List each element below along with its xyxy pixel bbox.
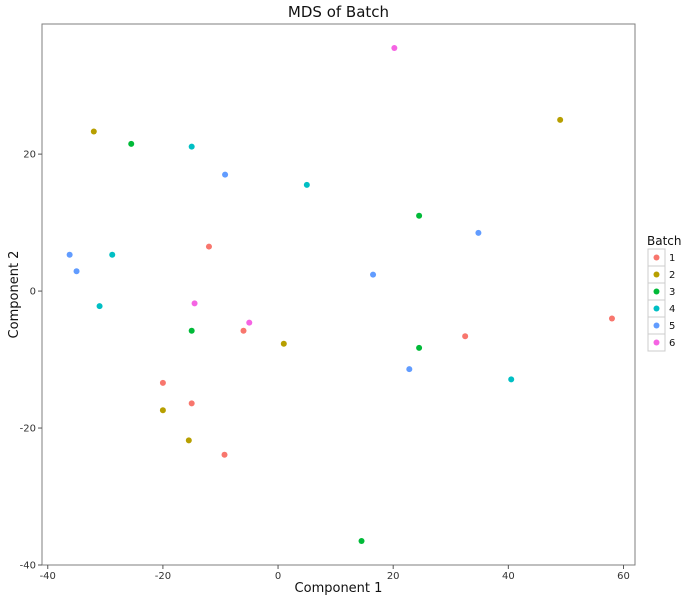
- legend-label-4: 4: [669, 304, 675, 315]
- scatter-point-batch-4: [109, 251, 116, 258]
- legend-marker-4: [653, 305, 660, 312]
- x-tick-label: 60: [617, 571, 630, 582]
- scatter-point-batch-3: [416, 212, 423, 219]
- scatter-point-batch-2: [185, 437, 192, 444]
- legend-label-6: 6: [669, 338, 675, 349]
- y-axis: -40 -20 0 20: [20, 150, 42, 572]
- scatter-point-batch-1: [462, 333, 469, 340]
- x-tick-label: 0: [275, 571, 281, 582]
- scatter-point-batch-5: [406, 366, 413, 373]
- scatter-point-batch-4: [508, 376, 515, 383]
- scatter-point-batch-1: [188, 400, 195, 407]
- chart-title: MDS of Batch: [288, 3, 389, 21]
- scatter-point-batch-4: [303, 181, 310, 188]
- scatter-point-batch-4: [188, 143, 195, 150]
- scatter-point-batch-1: [221, 451, 228, 458]
- scatter-point-batch-1: [240, 327, 247, 334]
- scatter-point-batch-5: [222, 171, 229, 178]
- legend-marker-5: [653, 322, 660, 329]
- scatter-point-batch-6: [246, 319, 253, 326]
- plot-panel: [41, 23, 636, 566]
- legend-marker-3: [653, 288, 660, 295]
- scatter-point-batch-6: [191, 300, 198, 307]
- legend-marker-6: [653, 339, 660, 346]
- scatter-point-batch-1: [205, 243, 212, 250]
- scatter-point-batch-5: [370, 271, 377, 278]
- scatter-point-batch-2: [159, 407, 166, 414]
- scatter-point-batch-1: [608, 315, 615, 322]
- scatter-point-batch-4: [96, 303, 103, 310]
- legend-label-2: 2: [669, 270, 675, 281]
- y-tick-label: -40: [20, 561, 36, 572]
- scatter-point-batch-2: [280, 340, 287, 347]
- scatter-point-batch-3: [416, 344, 423, 351]
- x-axis: -40 -20 0 20 40 60: [40, 565, 630, 582]
- scatter-point-batch-2: [557, 116, 564, 123]
- y-tick-label: -20: [20, 424, 36, 435]
- x-tick-label: 20: [387, 571, 400, 582]
- x-axis-title: Component 1: [295, 581, 383, 596]
- scatter-point-batch-6: [391, 44, 398, 51]
- y-tick-label: 0: [30, 287, 36, 298]
- legend-marker-2: [653, 271, 660, 278]
- legend-title: Batch: [647, 234, 682, 248]
- scatter-point-batch-3: [358, 538, 365, 545]
- x-tick-label: -20: [155, 571, 171, 582]
- scatter-point-batch-3: [188, 327, 195, 334]
- scatter-point-batch-5: [73, 268, 80, 275]
- legend: Batch 1 2 3 4 5 6: [647, 234, 682, 352]
- legend-label-5: 5: [669, 321, 675, 332]
- y-tick-label: 20: [23, 150, 36, 161]
- legend-label-1: 1: [669, 253, 675, 264]
- x-tick-label: -40: [40, 571, 56, 582]
- points-layer: [66, 44, 615, 545]
- x-tick-label: 40: [502, 571, 515, 582]
- scatter-point-batch-5: [66, 251, 73, 258]
- scatter-point-batch-2: [90, 128, 97, 135]
- scatter-point-batch-3: [128, 140, 135, 147]
- scatter-point-batch-1: [159, 379, 166, 386]
- scatter-point-batch-5: [475, 229, 482, 236]
- legend-marker-1: [653, 254, 660, 261]
- legend-label-3: 3: [669, 287, 675, 298]
- y-axis-title: Component 2: [7, 251, 22, 339]
